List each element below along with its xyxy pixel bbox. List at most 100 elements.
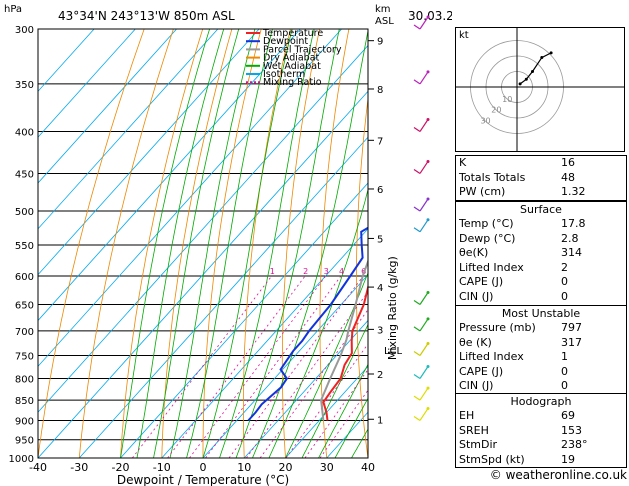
wind-barb-dot <box>426 159 430 163</box>
mixing-ratio-line <box>189 275 327 458</box>
isotherm-line <box>38 29 301 322</box>
temperature-tick-label: 0 <box>200 461 207 474</box>
plot-frame <box>37 28 369 459</box>
wind-barb-staff <box>419 387 429 401</box>
location-title: 43°34'N 243°13'W 850m ASL <box>58 9 235 23</box>
hodograph-ring-label: 10 <box>502 95 512 104</box>
index-row-totals: Totals Totals 48 <box>459 170 575 184</box>
mixing-ratio-label: 2 <box>303 267 308 276</box>
isotherm-line <box>202 274 368 458</box>
wind-barb-flag <box>413 326 421 332</box>
hodograph-table: Hodograph EH 69 SREH 153 StmDir 238° StmSpd… <box>455 393 627 469</box>
dry-adiabat-line <box>38 29 145 458</box>
wind-barb-staff <box>419 292 429 305</box>
wind-barb-staff <box>419 161 429 174</box>
wet-adiabat-line <box>120 29 210 458</box>
dry-adiabat-line <box>202 29 262 458</box>
wind-barb-dot <box>426 291 430 295</box>
pressure-tick-label: 350 <box>15 80 34 91</box>
wind-barb-flag <box>413 206 421 212</box>
temperature-tick-label: -30 <box>70 461 88 474</box>
wind-barb-flag <box>413 395 421 401</box>
temperature-tick-label: 10 <box>237 461 251 474</box>
datetime-title: 30.03.2022 12GMT (Base: 00) <box>408 9 452 23</box>
temperature-tick-label: -20 <box>112 461 130 474</box>
wet-adiabat-line <box>301 323 368 458</box>
dry-adiabat-line <box>356 95 368 458</box>
wind-barb-flag <box>413 168 421 174</box>
mixing-ratio-label: 1 <box>270 267 275 276</box>
wind-barb-dot <box>426 70 430 74</box>
isotherm-line <box>78 136 368 458</box>
surface-row-thetae: θe(K) 314 <box>459 246 582 260</box>
index-row-k: K 16 <box>459 156 575 169</box>
isotherm-line <box>161 228 368 458</box>
legend-label: Wet Adiabat <box>263 61 321 72</box>
wind-barb-dot <box>426 386 430 390</box>
km-tick-label: 9 <box>377 37 383 48</box>
isotherm-line <box>38 29 136 138</box>
wet-adiabat-line <box>153 29 240 458</box>
wind-barb-staff <box>419 318 429 332</box>
wind-barb-staff <box>419 366 429 379</box>
pressure-tick-label: 950 <box>15 436 34 447</box>
wet-adiabat-line <box>136 29 225 458</box>
asl-unit-label: ASL <box>375 16 394 27</box>
most-unstable-table: Most Unstable Pressure (mb) 797 θe (K) 317… <box>455 305 627 395</box>
hodograph-ring-label: 20 <box>491 106 501 115</box>
legend-label: Parcel Trajectory <box>263 44 342 55</box>
wet-adiabat-line <box>318 363 368 458</box>
plot-area: 12346810152025 <box>38 29 451 458</box>
hpa-unit-label: hPa <box>4 4 22 15</box>
mu-row-pressure: Pressure (mb) 797 <box>459 321 582 334</box>
isotherm-line <box>243 319 368 458</box>
legend-label: Mixing Ratio <box>263 77 322 88</box>
x-axis-title: Dewpoint / Temperature (°C) <box>117 473 289 486</box>
km-tick-label: 6 <box>377 185 383 196</box>
hodograph-frame <box>455 27 625 152</box>
legend-label: Temperature <box>262 28 323 39</box>
wind-barb-dot <box>426 364 430 368</box>
isotherm-line <box>38 29 342 367</box>
surface-title: Surface <box>520 203 562 216</box>
surface-row-li: Lifted Index 2 <box>459 260 568 274</box>
surface-row-dewp: Dewp (°C) 2.8 <box>459 231 579 245</box>
surface-row-cape: CAPE (J) 0 <box>459 275 568 289</box>
wet-adiabat-line <box>334 397 368 458</box>
hodograph-point <box>524 77 528 81</box>
wet-adiabat-line <box>219 29 315 458</box>
hodo-row-eh: EH 69 <box>459 409 575 422</box>
wind-barb-dot <box>426 317 430 321</box>
pressure-tick-label: 1000 <box>9 454 34 465</box>
wet-adiabat-line <box>252 29 368 458</box>
pressure-tick-label: 700 <box>15 327 34 338</box>
dry-adiabat-line <box>392 29 410 458</box>
wind-barb-dot <box>426 15 430 19</box>
pressure-tick-label: 400 <box>15 128 34 139</box>
wind-barb-staff <box>419 71 429 85</box>
temperature-tick-label: -10 <box>153 461 171 474</box>
mu-row-thetae: θe (K) 317 <box>459 335 582 349</box>
surface-row-cin: CIN (J) 0 <box>459 289 568 303</box>
wet-adiabat-line <box>169 29 256 458</box>
mixing-ratio-axis-title: Mixing Ratio (g/kg) <box>386 256 399 360</box>
hodo-row-stmdir: StmDir 238° <box>459 438 588 452</box>
wind-barb-flag <box>413 127 421 133</box>
mixing-ratio-label: 3 <box>324 267 329 276</box>
wind-barb-dot <box>426 197 430 201</box>
isotherm-line <box>38 90 368 458</box>
dry-adiabat-line <box>281 29 320 458</box>
wet-adiabat-line <box>202 29 293 458</box>
wind-barb-staff <box>419 119 429 132</box>
legend-label: Dewpoint <box>263 36 308 47</box>
wind-barb-flag <box>413 79 421 85</box>
wind-barb-staff <box>419 408 429 421</box>
wet-adiabat-line <box>268 188 368 458</box>
wind-barb-flag <box>413 24 421 30</box>
isotherm-line <box>120 182 368 458</box>
dry-adiabat-line <box>426 29 451 458</box>
wind-barb-staff <box>419 343 429 356</box>
km-tick-label: 7 <box>377 136 383 147</box>
wind-barb-staff <box>419 219 429 233</box>
